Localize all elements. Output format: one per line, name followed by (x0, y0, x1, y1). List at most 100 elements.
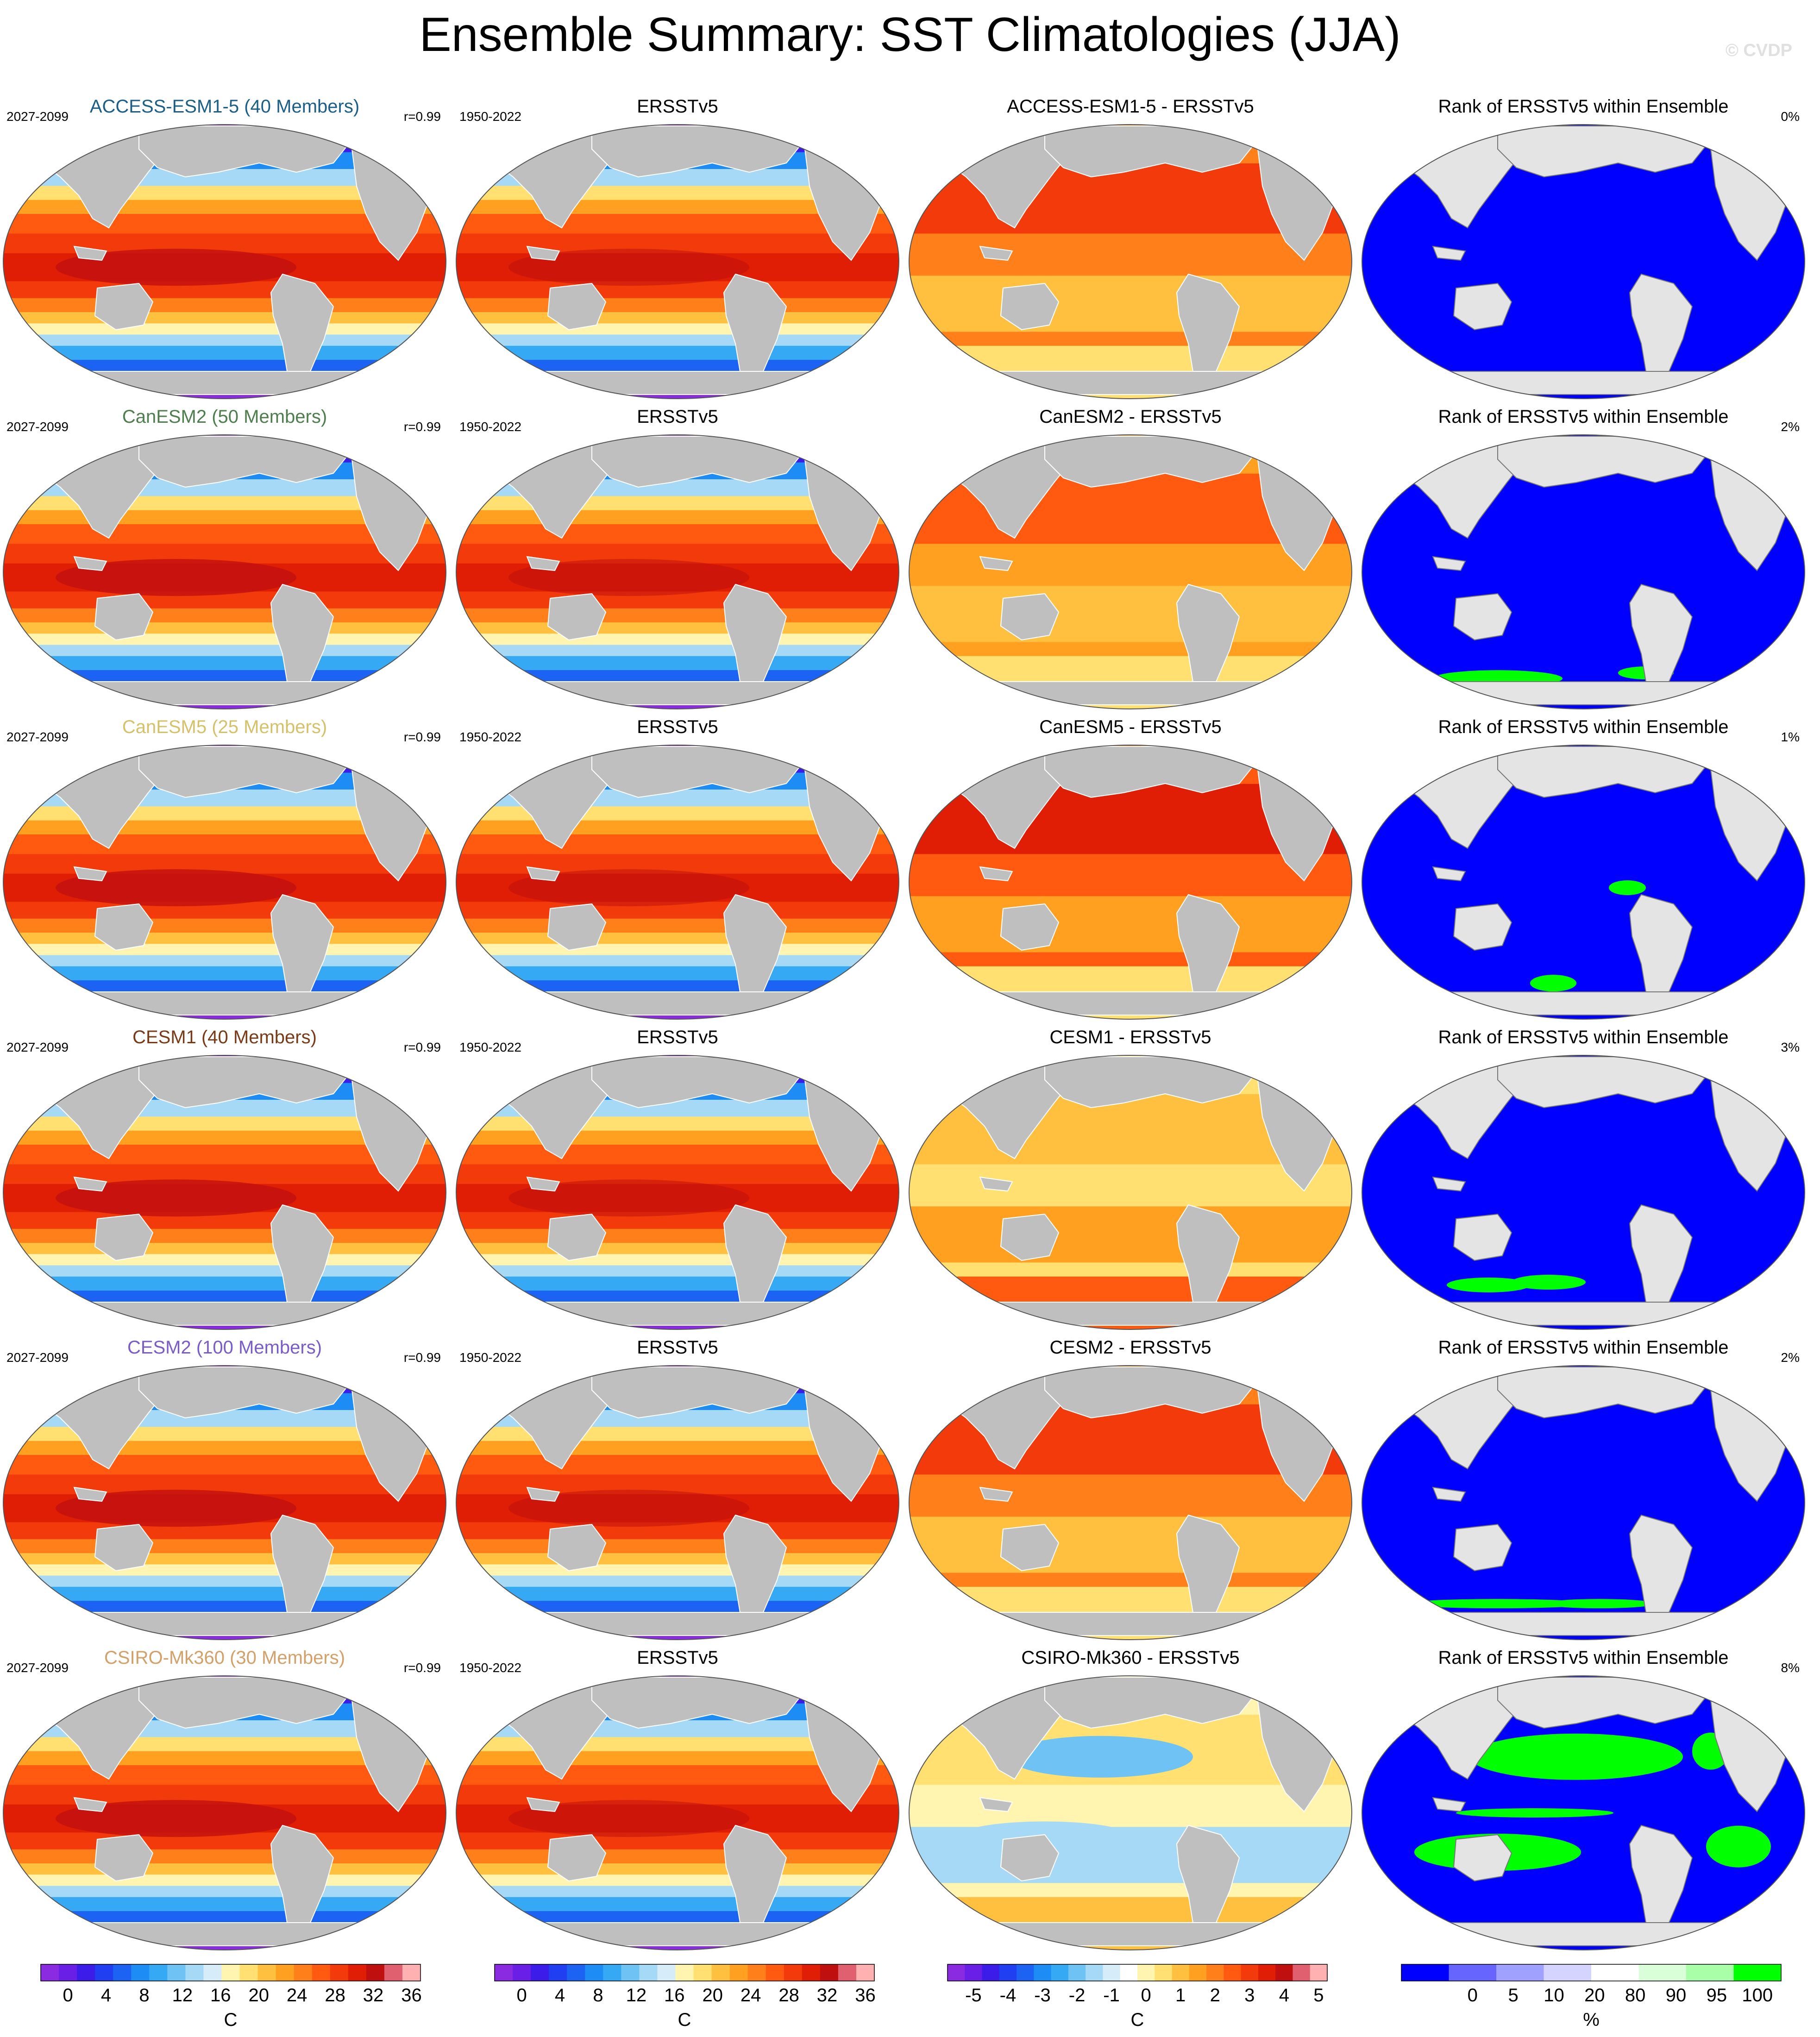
period-label: 1950-2022 (459, 1661, 521, 1675)
diff-colorbar-swatch (1103, 1964, 1121, 1981)
diff-colorbar-swatch (1120, 1964, 1138, 1981)
sst-colorbar-obs-tick-label: 20 (702, 1985, 723, 2006)
figure-row: CSIRO-Mk360 (30 Members) 2027-2099 r=0.99 E… (0, 1644, 1820, 1954)
diff-colorbar-swatch (965, 1964, 983, 1981)
sst-colorbar: 0 4 8 12 16 20 24 28 32 36 C (27, 1959, 434, 2033)
sst-colorbar-obs-swatch (657, 1964, 676, 1981)
diff-map-panel: ACCESS-ESM1-5 - ERSSTv5 (906, 93, 1355, 403)
diff-panel-title: CESM1 - ERSSTv5 (1049, 1027, 1211, 1047)
sst-colorbar-scale: 0 4 8 12 16 20 24 28 32 36 (40, 1964, 422, 2006)
diff-colorbar-swatch (1172, 1964, 1190, 1981)
diff-map-panel: CESM1 - ERSSTv5 (906, 1023, 1355, 1334)
diff-map (909, 1365, 1352, 1640)
correlation-label: r=0.99 (403, 730, 441, 744)
rank-map-panel: Rank of ERSSTv5 within Ensemble 2% (1359, 1334, 1808, 1644)
model-panel-title: ACCESS-ESM1-5 (40 Members) (89, 96, 360, 117)
diff-colorbar-swatch (948, 1964, 965, 1981)
sst-colorbar-obs-tick-label: 24 (741, 1985, 761, 2006)
sst-colorbar-swatch (113, 1964, 132, 1981)
rank-colorbar-tick-label: 100 (1742, 1985, 1773, 2006)
sst-colorbar-swatch (402, 1964, 421, 1981)
model-panel-title: CanESM5 (25 Members) (122, 717, 327, 737)
model-map-panel: CESM2 (100 Members) 2027-2099 r=0.99 (0, 1334, 449, 1644)
sst-colorbar-obs-swatch (711, 1964, 730, 1981)
rank-colorbar-tick-label: 80 (1625, 1985, 1646, 2006)
rank-panel-title: Rank of ERSSTv5 within Ensemble (1438, 1027, 1729, 1047)
rank-colorbar-tick-label: 20 (1584, 1985, 1605, 2006)
period-label: 2027-2099 (6, 1350, 69, 1365)
sst-colorbar-obs-tick-label: 12 (626, 1985, 647, 2006)
sst-colorbar-tick-label: 24 (287, 1985, 308, 2006)
sst-colorbar-obs-swatch (513, 1964, 531, 1981)
sst-colorbar-obs-swatch (766, 1964, 784, 1981)
sst-colorbar-obs-tick-label: 4 (555, 1985, 565, 2006)
sst-colorbar-swatch (276, 1964, 295, 1981)
obs-map (456, 745, 899, 1020)
diff-colorbar-unit: C (1130, 2010, 1144, 2030)
correlation-label: r=0.99 (403, 1040, 441, 1054)
figure-row: CanESM2 (50 Members) 2027-2099 r=0.99 ERSST… (0, 403, 1820, 713)
sst-colorbar-obs-tick-label: 32 (817, 1985, 838, 2006)
correlation-label: r=0.99 (403, 1350, 441, 1365)
rank-percent-label: 2% (1781, 1350, 1800, 1365)
model-panel-title: CSIRO-Mk360 (30 Members) (104, 1648, 345, 1668)
diff-panel-title: CanESM2 - ERSSTv5 (1039, 407, 1222, 427)
model-map-panel: CESM1 (40 Members) 2027-2099 r=0.99 (0, 1023, 449, 1334)
rank-percent-label: 0% (1781, 109, 1800, 124)
sst-colorbar-obs-swatch (621, 1964, 640, 1981)
sst-colorbar-obs-tick-label: 0 (516, 1985, 527, 2006)
sst-colorbar-obs-swatch (838, 1964, 857, 1981)
obs-map (456, 1055, 899, 1330)
obs-panel-title: ERSSTv5 (637, 407, 718, 427)
rank-map-panel: Rank of ERSSTv5 within Ensemble 3% (1359, 1023, 1808, 1334)
diff-colorbar-tick-label: -1 (1103, 1985, 1120, 2006)
sst-colorbar-swatch (131, 1964, 150, 1981)
rank-map-panel: Rank of ERSSTv5 within Ensemble 0% (1359, 93, 1808, 403)
rank-map (1362, 1675, 1805, 1950)
sst-colorbar-obs-tick-label: 16 (664, 1985, 685, 2006)
diff-colorbar-tick-label: -4 (1000, 1985, 1017, 2006)
rank-colorbar-scale: 0 5 10 20 80 90 95 100 (1401, 1964, 1782, 2006)
rank-map-panel: Rank of ERSSTv5 within Ensemble 2% (1359, 403, 1808, 713)
sst-colorbar-obs-swatch (747, 1964, 766, 1981)
sst-colorbar-obs-swatch (802, 1964, 821, 1981)
period-label: 1950-2022 (459, 730, 521, 744)
sst-colorbar-swatch (203, 1964, 222, 1981)
sst-colorbar-swatch (384, 1964, 403, 1981)
figure-row: CESM2 (100 Members) 2027-2099 r=0.99 ERSSTv… (0, 1334, 1820, 1644)
figure-row: CESM1 (40 Members) 2027-2099 r=0.99 ERSSTv5… (0, 1023, 1820, 1334)
rank-colorbar-swatch (1401, 1964, 1449, 1981)
sst-colorbar-obs-swatch (856, 1964, 875, 1981)
diff-colorbar-swatch (1051, 1964, 1069, 1981)
diff-colorbar-swatch (1206, 1964, 1224, 1981)
period-label: 2027-2099 (6, 420, 69, 434)
rank-colorbar-swatch (1449, 1964, 1497, 1981)
rank-colorbar-swatch (1638, 1964, 1687, 1981)
rank-colorbar-tick-label: 90 (1666, 1985, 1687, 2006)
rank-percent-label: 8% (1781, 1661, 1800, 1675)
sst-colorbar-tick-label: 8 (139, 1985, 149, 2006)
diff-colorbar-swatch (1017, 1964, 1034, 1981)
sst-colorbar-swatch (239, 1964, 258, 1981)
sst-colorbar-obs-unit: C (678, 2010, 691, 2030)
model-panel-title: CanESM2 (50 Members) (122, 407, 327, 427)
obs-panel-title: ERSSTv5 (637, 1648, 718, 1668)
sst-colorbar-tick-label: 20 (248, 1985, 269, 2006)
diff-colorbar-swatch (1293, 1964, 1311, 1981)
diff-colorbar-swatch (1224, 1964, 1242, 1981)
correlation-label: r=0.99 (403, 420, 441, 434)
sst-colorbar-obs-swatch (820, 1964, 839, 1981)
diff-colorbar-swatch (999, 1964, 1017, 1981)
sst-colorbar-tick-label: 4 (101, 1985, 111, 2006)
model-map (3, 745, 446, 1020)
rank-colorbar-swatch (1544, 1964, 1592, 1981)
sst-colorbar-obs-tick-label: 36 (855, 1985, 876, 2006)
obs-map (456, 1675, 899, 1950)
sst-colorbar-obs-swatch (675, 1964, 694, 1981)
sst-colorbar-tick-label: 32 (363, 1985, 384, 2006)
period-label: 1950-2022 (459, 420, 521, 434)
rank-colorbar-tick-label: 10 (1544, 1985, 1564, 2006)
diff-colorbar-tick-label: 5 (1313, 1985, 1324, 2006)
diff-colorbar-tick-label: 1 (1175, 1985, 1186, 2006)
diff-colorbar-tick-label: 0 (1141, 1985, 1151, 2006)
